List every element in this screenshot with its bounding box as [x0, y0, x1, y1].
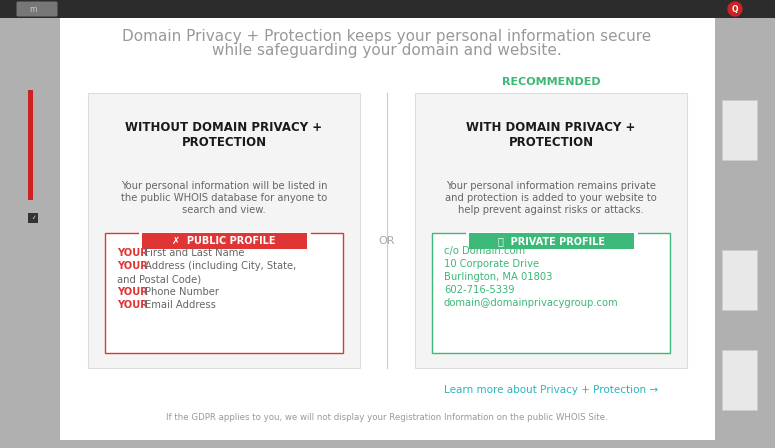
Text: c/o Domain.com: c/o Domain.com — [444, 246, 525, 256]
Text: Q: Q — [732, 5, 739, 14]
FancyBboxPatch shape — [0, 0, 775, 18]
Text: OR: OR — [379, 236, 395, 246]
Text: YOUR: YOUR — [117, 300, 148, 310]
Text: Email Address: Email Address — [145, 300, 216, 310]
FancyBboxPatch shape — [28, 90, 33, 200]
Text: 10 Corporate Drive: 10 Corporate Drive — [444, 259, 539, 269]
Text: If the GDPR applies to you, we will not display your Registration Information on: If the GDPR applies to you, we will not … — [166, 414, 608, 422]
Text: Burlington, MA 01803: Burlington, MA 01803 — [444, 272, 553, 282]
FancyBboxPatch shape — [722, 250, 757, 310]
Text: domain@domainprivacygroup.com: domain@domainprivacygroup.com — [444, 298, 618, 308]
Text: WITH DOMAIN PRIVACY +
PROTECTION: WITH DOMAIN PRIVACY + PROTECTION — [467, 121, 636, 149]
Text: 602-716-5339: 602-716-5339 — [444, 285, 515, 295]
Text: YOUR: YOUR — [117, 261, 148, 271]
FancyBboxPatch shape — [722, 350, 757, 410]
Text: m: m — [29, 5, 36, 14]
FancyBboxPatch shape — [60, 14, 715, 440]
FancyBboxPatch shape — [16, 1, 57, 17]
Text: Domain Privacy + Protection keeps your personal information secure: Domain Privacy + Protection keeps your p… — [122, 29, 652, 43]
FancyBboxPatch shape — [415, 93, 687, 368]
Text: while safeguarding your domain and website.: while safeguarding your domain and websi… — [212, 43, 562, 57]
FancyBboxPatch shape — [432, 233, 670, 353]
Text: ✓: ✓ — [31, 215, 36, 220]
FancyBboxPatch shape — [469, 233, 633, 249]
Text: Learn more about Privacy + Protection →: Learn more about Privacy + Protection → — [444, 385, 658, 395]
Text: YOUR: YOUR — [117, 287, 148, 297]
FancyBboxPatch shape — [88, 93, 360, 368]
Text: Address (including City, State,: Address (including City, State, — [145, 261, 296, 271]
Text: Your personal information will be listed in
the public WHOIS database for anyone: Your personal information will be listed… — [121, 181, 327, 215]
Text: WITHOUT DOMAIN PRIVACY +
PROTECTION: WITHOUT DOMAIN PRIVACY + PROTECTION — [126, 121, 322, 149]
Circle shape — [728, 2, 742, 16]
Text: 🔒  PRIVATE PROFILE: 🔒 PRIVATE PROFILE — [498, 236, 604, 246]
Text: Your personal information remains private
and protection is added to your websit: Your personal information remains privat… — [445, 181, 657, 215]
FancyBboxPatch shape — [28, 213, 38, 223]
Text: RECOMMENDED: RECOMMENDED — [501, 77, 601, 87]
Text: YOUR: YOUR — [117, 248, 148, 258]
Text: First and Last Name: First and Last Name — [145, 248, 244, 258]
FancyBboxPatch shape — [142, 233, 306, 249]
FancyBboxPatch shape — [105, 233, 343, 353]
Text: and Postal Code): and Postal Code) — [117, 274, 202, 284]
FancyBboxPatch shape — [722, 100, 757, 160]
Text: Phone Number: Phone Number — [145, 287, 219, 297]
Text: ✗  PUBLIC PROFILE: ✗ PUBLIC PROFILE — [172, 236, 276, 246]
